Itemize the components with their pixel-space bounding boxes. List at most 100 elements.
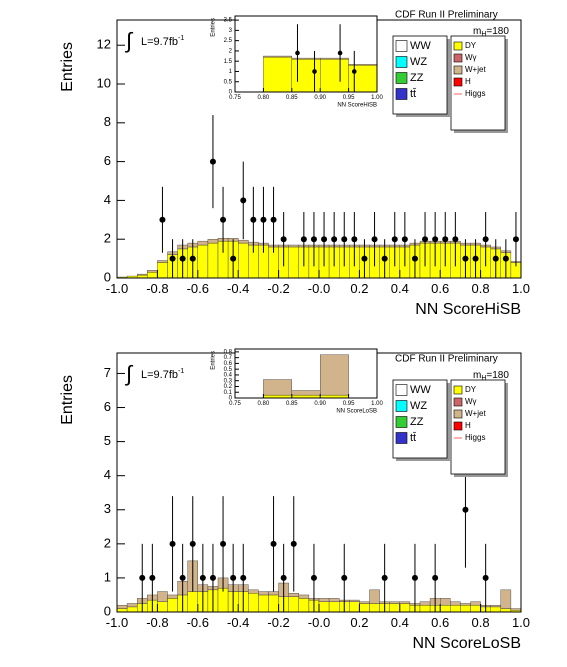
- histogram-bar: [369, 589, 380, 604]
- y-tick-label: 0: [104, 603, 111, 618]
- inset-y-title: Entries: [211, 18, 217, 37]
- histogram-bar: [157, 260, 168, 263]
- histogram-bar: [318, 598, 330, 602]
- x-tick-label: 0.85: [286, 401, 298, 407]
- y-tick-label: 3: [104, 501, 111, 516]
- histogram-bar: [291, 57, 321, 60]
- legend-label: tt̄: [410, 432, 416, 444]
- histogram-bar: [136, 273, 148, 276]
- histogram-bar: [197, 240, 209, 246]
- x-tick-label: -0.4: [227, 281, 249, 296]
- y-tick-label: 0: [229, 90, 233, 96]
- legend-label: tt̄: [410, 88, 416, 100]
- y-tick-label: 0.8: [224, 349, 233, 355]
- x-axis-title: NN ScoreLoSB: [413, 635, 522, 652]
- y-tick-label: 0.5: [224, 367, 233, 373]
- data-point: [452, 236, 459, 243]
- histogram-bar: [419, 604, 431, 613]
- legend-label: DY: [465, 385, 477, 394]
- histogram-bar: [116, 604, 128, 609]
- histogram-bar: [450, 601, 461, 606]
- histogram-bar: [320, 354, 349, 396]
- histogram-bar: [147, 271, 158, 279]
- histogram-bar: [328, 598, 340, 602]
- y-tick-label: 7: [104, 365, 111, 380]
- y-tick-label: 0.7: [224, 355, 233, 361]
- x-tick-label: 0.6: [431, 615, 449, 630]
- y-tick-label: 8: [104, 114, 111, 129]
- histogram-bar: [288, 246, 300, 279]
- luminosity-value: L=9.7fb: [141, 36, 178, 48]
- data-point: [351, 236, 358, 243]
- legend-swatch: [395, 56, 408, 68]
- x-tick-label: 1.00: [371, 95, 383, 101]
- data-point: [220, 540, 227, 547]
- histogram-bar: [320, 57, 349, 60]
- histogram-bar: [399, 601, 411, 604]
- histogram-bar: [268, 591, 279, 596]
- legend-swatch: [453, 41, 463, 51]
- data-point: [482, 236, 489, 243]
- data-point: [381, 255, 388, 262]
- y-tick-label: 1: [104, 569, 111, 584]
- histogram-bar: [197, 244, 209, 279]
- data-point: [280, 236, 287, 243]
- histogram-bar: [500, 608, 512, 613]
- data-point: [462, 255, 469, 262]
- x-tick-label: 0.2: [350, 615, 368, 630]
- axes-frame: [234, 348, 378, 399]
- histogram-bar: [263, 56, 292, 93]
- x-axis-title: NN ScoreHiSB: [415, 301, 521, 318]
- y-axis-title: Entries: [59, 42, 76, 92]
- y-tick-label: 3.5: [224, 18, 233, 24]
- data-point: [290, 540, 297, 547]
- data-point: [240, 197, 247, 204]
- data-point: [169, 255, 176, 262]
- data-point: [502, 255, 509, 262]
- histogram-bar: [116, 608, 128, 613]
- mass-symbol: m: [473, 26, 481, 37]
- histogram-bar: [288, 593, 300, 597]
- mass-symbol: m: [473, 370, 481, 381]
- histogram-bar: [258, 591, 269, 596]
- legend-swatch: [395, 384, 408, 396]
- data-point: [351, 69, 357, 74]
- y-tick-label: 2: [104, 535, 111, 550]
- y-tick-label: 0.2: [224, 384, 233, 390]
- luminosity: L=9.7fb-1: [141, 368, 184, 381]
- histogram-bar: [440, 598, 451, 606]
- y-tick-label: 0.1: [224, 390, 233, 396]
- data-point: [312, 69, 317, 74]
- y-tick-label: 0.5: [224, 79, 233, 85]
- x-tick-label: 0.75: [229, 95, 241, 101]
- histogram-bar: [460, 604, 471, 613]
- legend-swatch: [453, 77, 463, 87]
- legend-swatch: [395, 72, 408, 84]
- data-point: [295, 50, 300, 56]
- luminosity-value: L=9.7fb: [141, 369, 178, 381]
- x-tick-label: 0.6: [431, 281, 449, 296]
- histogram-bar: [490, 604, 502, 608]
- legend-swatch: [453, 65, 463, 75]
- x-tick-label: 1.0: [512, 281, 530, 296]
- data-point: [361, 255, 368, 262]
- y-tick-label: 4: [104, 467, 111, 482]
- integral-sign: ∫: [124, 361, 134, 386]
- histogram-bar: [207, 242, 219, 279]
- histogram-bar: [237, 239, 249, 244]
- legend-swatch: [395, 40, 408, 52]
- x-tick-label: 0.8: [472, 615, 490, 630]
- x-tick-label: 0.8: [472, 281, 490, 296]
- histogram-bar: [157, 601, 168, 613]
- header: CDF Run II Preliminary: [395, 354, 498, 365]
- data-point: [139, 574, 146, 581]
- histogram-bar: [510, 608, 522, 611]
- histogram-bar: [167, 598, 178, 613]
- data-point: [230, 255, 237, 262]
- legend-label: W+jet: [465, 409, 486, 418]
- data-point: [401, 236, 408, 243]
- data-point: [371, 236, 378, 243]
- data-point: [411, 255, 418, 262]
- x-tick-label: 0.4: [391, 615, 409, 630]
